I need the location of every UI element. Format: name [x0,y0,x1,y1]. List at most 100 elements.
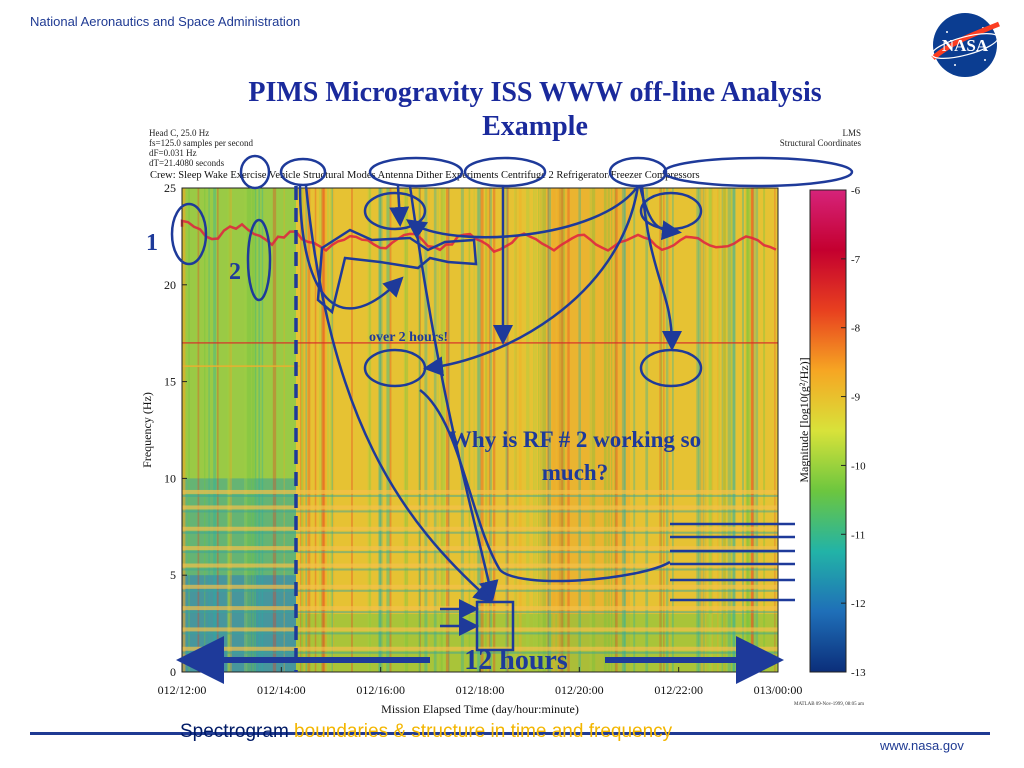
spectrogram-stripe [251,188,255,672]
y-tick-label: 25 [164,181,176,195]
footer-divider [30,732,990,735]
y-tick-label: 10 [164,471,176,485]
spectrogram-stripe [478,188,481,672]
spectrogram-stripe [204,188,206,672]
crew-line: Crew: Sleep Wake Exercise Vehicle Struct… [150,170,700,181]
spectrogram-stripe [709,188,713,672]
y-tick-label: 5 [170,568,176,582]
spectrogram-stripe [774,188,776,672]
region-1-ellipse [170,202,208,266]
spectrogram-stripe [552,188,556,672]
y-tick-label: 0 [170,665,176,679]
page-title: PIMS Microgravity ISS WWW off-line Analy… [150,76,920,144]
colorbar-tick-label: -9 [851,392,861,404]
colorbar-tick-label: -10 [851,460,866,472]
spectrogram-stripe [300,188,304,672]
region-2-ellipse [246,218,272,302]
y-tick-label: 15 [164,375,176,389]
structural-modes-circle [368,156,464,188]
spectrogram-stripe [440,188,443,672]
spectrogram-stripe [331,188,334,672]
spectrogram-stripe [505,188,509,672]
spectrogram-stripe [322,188,326,672]
spectrogram-stripe [705,188,707,672]
x-tick-label: 012/16:00 [356,683,405,697]
spectrogram-stripe [433,188,437,672]
spectrogram-stripe [660,188,662,672]
colorbar-tick-label: -6 [851,185,861,197]
harmonic-band [182,494,778,497]
spectrogram-stripe [614,188,617,672]
spectrogram-stripe [254,188,256,672]
spectrogram-stripe [443,188,446,672]
spectrogram-stripe [665,188,669,672]
spectrogram-stripe [227,188,230,672]
spectrogram-stripe [188,188,190,672]
spectrogram-stripe [615,188,618,672]
spectrogram-stripe [526,188,530,672]
antenna-dither-circle [463,156,547,188]
spectrogram-stripe [538,188,540,672]
nasa-logo-text: NASA [942,36,989,55]
spectrogram-stripe [535,188,537,672]
spectrogram-stripe [671,188,674,672]
x-tick-label: 012/18:00 [456,683,505,697]
x-tick-label: 012/14:00 [257,683,306,697]
spectrogram-stripe [476,188,480,672]
spectrogram-stripe [326,188,330,672]
annotations [170,154,854,684]
matlab-stamp: MATLAB 09-Nov-1999, 08:05 am [794,702,864,707]
spectrogram-stripe [578,188,581,672]
label-1: 1 [146,230,158,256]
spectrogram-stripe [603,188,607,672]
spectrogram-stripe [746,188,750,672]
spectrogram-stripe [557,188,561,672]
spectrogram-stripe [247,188,252,672]
wake-circle [239,154,271,190]
spectrogram-stripe [307,188,311,672]
exercise-curve [298,185,404,310]
footer-url[interactable]: www.nasa.gov [880,738,964,753]
harmonic-band [182,651,778,654]
spectrogram-stripe [228,188,232,672]
spectrogram-stripe [182,188,186,672]
spectrogram-stripe [258,188,261,672]
spectrogram-stripe [645,188,649,672]
spectrogram-stripe [741,188,744,672]
title-line-1: PIMS Microgravity ISS WWW off-line Analy… [248,77,822,108]
compressor-ellipse [363,191,427,231]
spectrogram-stripe [387,188,390,672]
spectrogram-stripe [533,188,535,672]
spectrogram-stripe [661,188,663,672]
spectrogram-stripe [506,188,509,672]
spectrogram-stripe [558,188,561,672]
spectrogram-stripe [589,188,592,672]
harmonic-band [182,568,778,571]
spectrogram-stripe [428,188,430,672]
x-tick-label: 012/22:00 [654,683,703,697]
harmonic-band [182,611,778,614]
spectrogram-stripe [518,188,522,672]
question-line-2: much? [542,460,608,485]
harmonic-band [182,526,778,531]
spectrogram-stripe [723,188,726,672]
spectrogram-stripe [702,188,705,672]
harmonic-band [182,606,778,611]
spectrogram-stripe [272,188,277,672]
structural-curve [408,185,499,601]
spectrogram-stripe [708,188,712,672]
info-right-line: LMS [842,128,861,138]
spectrogram-stripe [489,188,492,672]
spectrogram-stripe [319,188,323,672]
spectrogram-stripe [663,188,665,672]
spectrogram-stripe [567,188,570,672]
spectrogram-stripe [197,188,200,672]
spectrogram-stripe [208,188,210,672]
spectrogram-stripe [710,188,714,672]
spectrogram-stripe [732,188,735,672]
spectrogram-stripe [380,188,383,672]
harmonic-band [182,584,778,589]
spectrogram-stripe [747,188,751,672]
structural-curve [389,185,410,227]
